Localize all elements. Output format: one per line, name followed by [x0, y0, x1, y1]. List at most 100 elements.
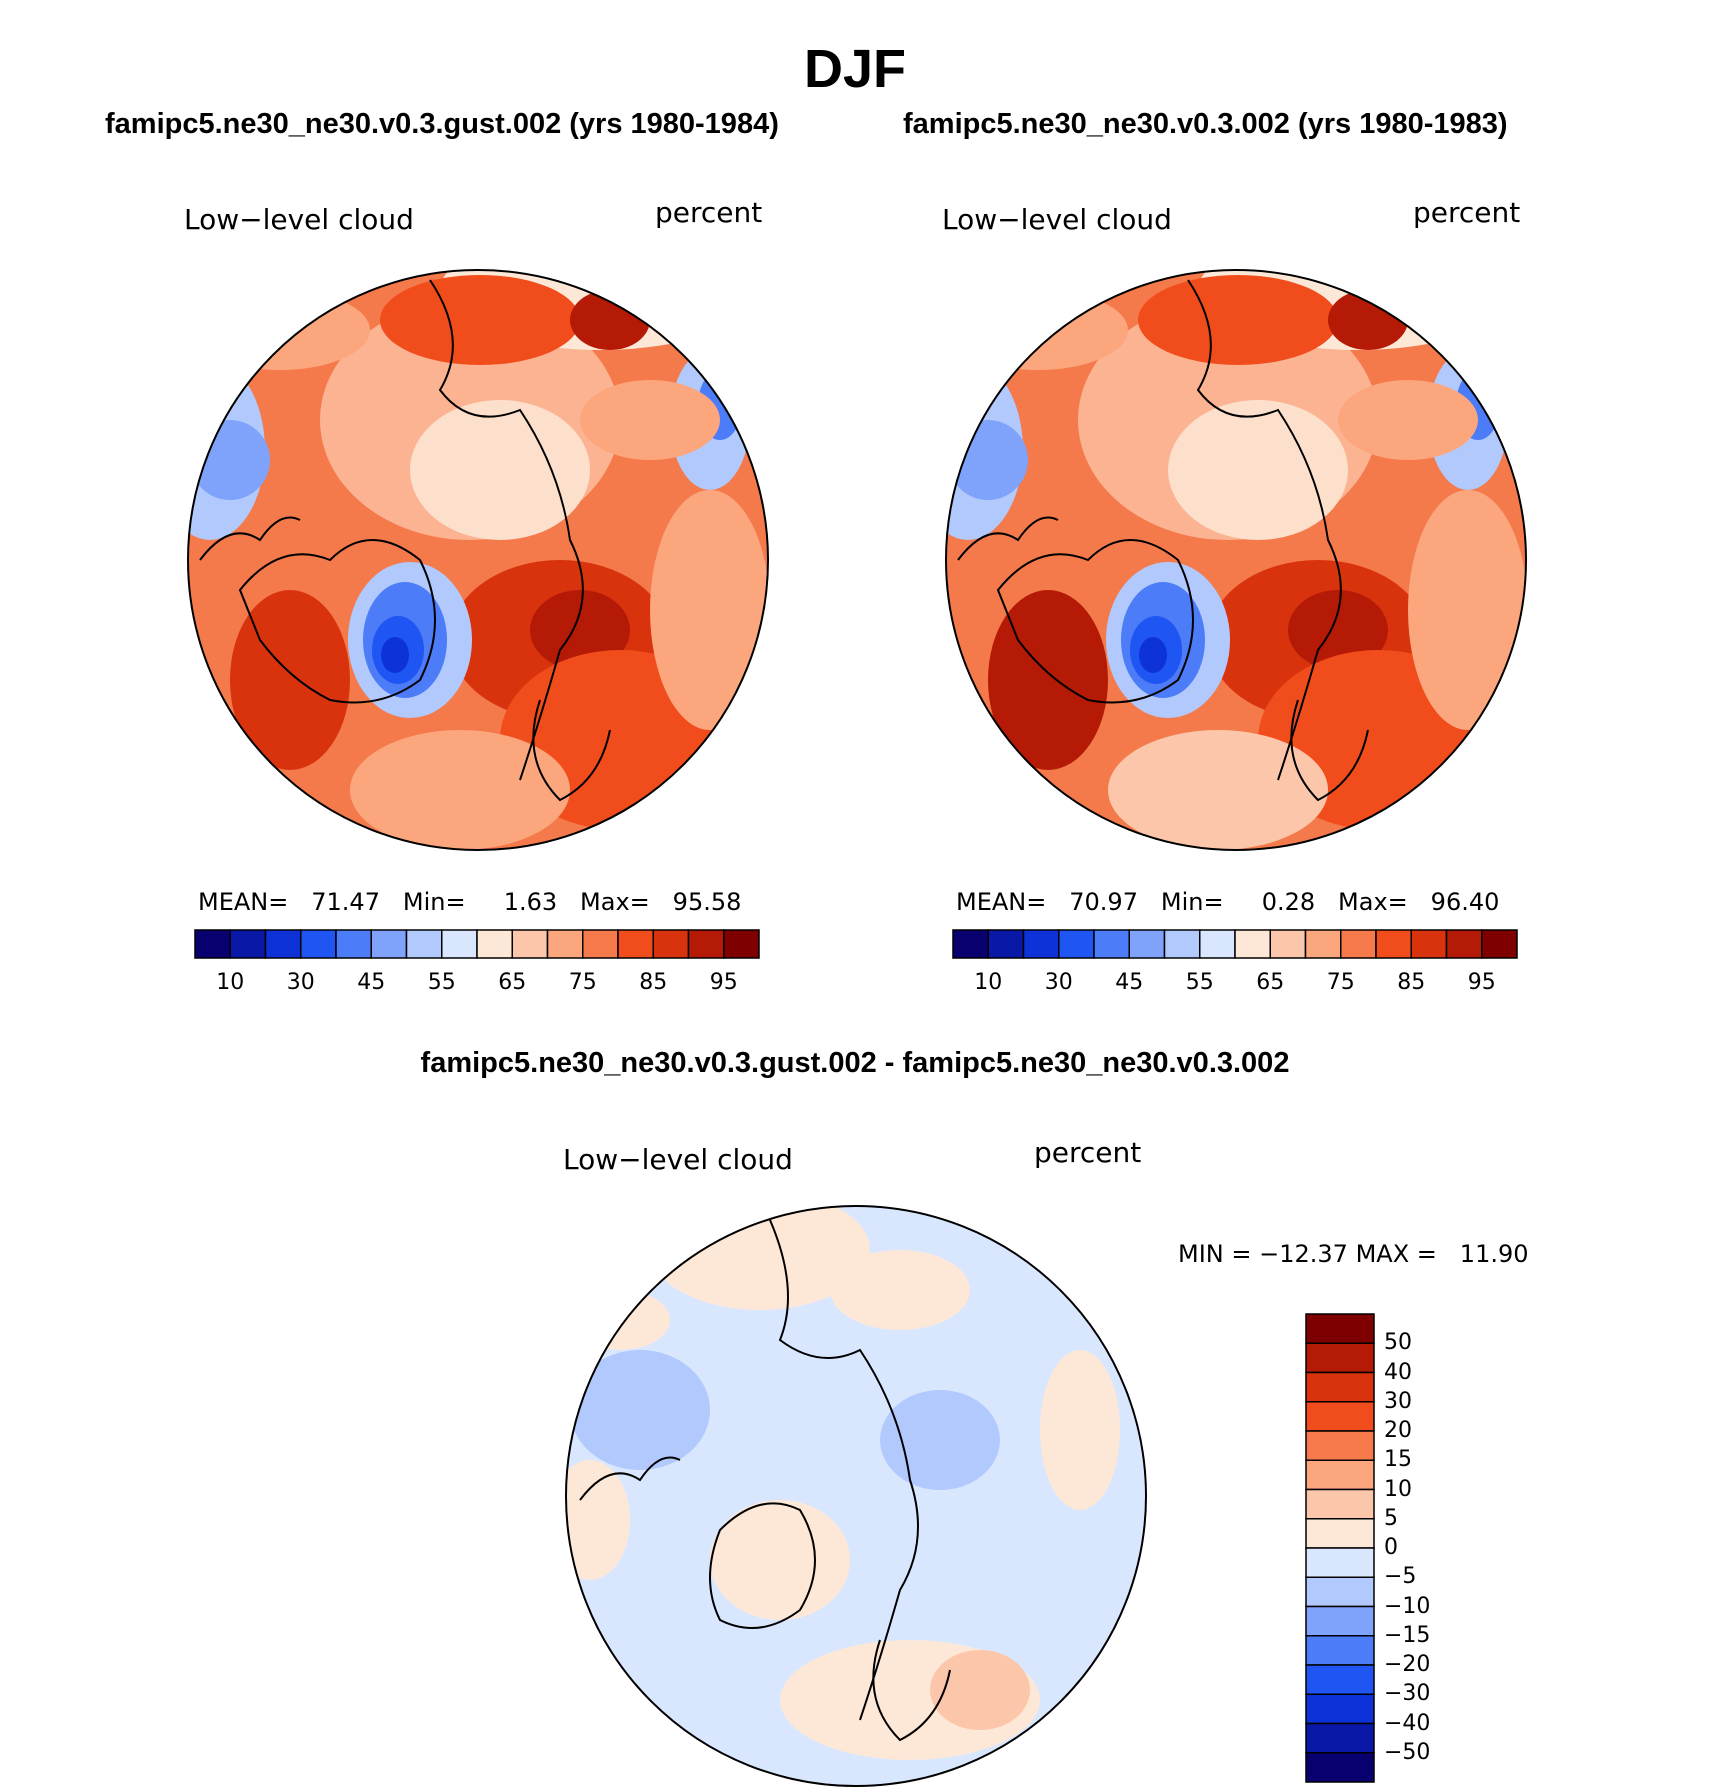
colorbar-difference-tick-label: −15 [1384, 1622, 1431, 1648]
colorbar-panel-2-tick-label: 10 [974, 970, 1003, 995]
colorbar-difference-tick-label: −50 [1384, 1739, 1431, 1765]
colorbar-difference-swatch [1305, 1430, 1375, 1461]
colorbar-difference-swatch [1305, 1313, 1375, 1344]
panel-2-units-label: percent [1413, 196, 1521, 229]
panel-2-case-title: famipc5.ne30_ne30.v0.3.002 (yrs 1980-198… [903, 108, 1508, 140]
colorbar-panel-2-swatch [1234, 929, 1271, 959]
colorbar-difference-tick-label: 0 [1384, 1535, 1398, 1560]
colorbar-panel-1-swatch [441, 929, 478, 959]
colorbar-panel-1-tick-label: 30 [286, 970, 315, 995]
colorbar-difference-ticks: 50 40 30 20 15 10 5 0 −5 −10 −15 −20 −30 −40 −50 [1384, 1314, 1464, 1782]
diff-stats: MIN = −12.37 MAX = 11.90 [1178, 1240, 1529, 1268]
diff-units-label: percent [1034, 1136, 1142, 1169]
colorbar-panel-1-ticks: 10 30 45 55 65 75 85 95 [195, 970, 759, 1000]
colorbar-difference-tick-label: 30 [1384, 1388, 1412, 1414]
colorbar-panel-1-swatch [546, 929, 584, 959]
colorbar-difference-swatch [1305, 1547, 1375, 1578]
colorbar-panel-1-swatch [300, 929, 337, 959]
colorbar-panel-1-tick-label: 95 [709, 970, 738, 995]
colorbar-panel-1-tick-label: 45 [357, 970, 386, 995]
colorbar-difference-swatch [1305, 1605, 1375, 1637]
colorbar-difference-tick-label: −5 [1384, 1564, 1417, 1590]
colorbar-panel-2-swatch [1093, 929, 1130, 959]
colorbar-difference-swatch [1305, 1459, 1375, 1491]
colorbar-difference [1305, 1313, 1375, 1783]
panel-1-min-label: Min= [402, 888, 466, 916]
panel-2-max-value: 96.40 [1430, 888, 1500, 916]
colorbar-panel-2-swatch [952, 929, 989, 959]
panel-2-variable-label: Low−level cloud [942, 203, 1172, 236]
panel-2-max-label: Max= [1338, 888, 1408, 916]
diff-panel-title: famipc5.ne30_ne30.v0.3.gust.002 - famipc… [420, 1047, 1290, 1079]
panel-2-min-value: 0.28 [1261, 888, 1316, 916]
diff-min-label: MIN = [1178, 1240, 1252, 1268]
colorbar-panel-2-swatch [1058, 929, 1095, 959]
panel-1-max-value: 95.58 [672, 888, 742, 916]
colorbar-difference-tick-label: −20 [1384, 1652, 1431, 1677]
panel-2-mean-label: MEAN= [956, 888, 1047, 916]
colorbar-panel-2-swatch [1163, 929, 1201, 959]
colorbar-panel-1-tick-label: 55 [427, 970, 456, 995]
colorbar-difference-swatch [1305, 1576, 1375, 1608]
colorbar-difference-swatch [1305, 1635, 1375, 1666]
colorbar-panel-2-tick-label: 75 [1326, 970, 1355, 995]
diff-max-value: 11.90 [1459, 1240, 1529, 1268]
panel-2-mean-value: 70.97 [1069, 888, 1138, 916]
colorbar-panel-2-swatch [1410, 929, 1448, 959]
colorbar-panel-2-swatch [1199, 929, 1236, 959]
panel-1-min-value: 1.63 [503, 888, 558, 916]
colorbar-panel-2-swatch [1481, 929, 1518, 959]
colorbar-difference-tick-label: −30 [1384, 1681, 1431, 1707]
colorbar-panel-1 [194, 929, 760, 959]
colorbar-difference-swatch [1305, 1401, 1375, 1432]
colorbar-panel-1-swatch [652, 929, 690, 959]
panel-1-units-label: percent [655, 196, 763, 229]
colorbar-panel-1-swatch [511, 929, 549, 959]
colorbar-difference-tick-label: 20 [1384, 1418, 1412, 1443]
diff-max-label: MAX = [1355, 1240, 1437, 1268]
colorbar-difference-swatch [1305, 1371, 1375, 1403]
colorbar-panel-1-tick-label: 75 [568, 970, 597, 995]
colorbar-panel-2-ticks: 10 30 45 55 65 75 85 95 [953, 970, 1517, 1000]
colorbar-panel-2-swatch [1128, 929, 1166, 959]
diff-min-value: −12.37 [1259, 1240, 1348, 1268]
colorbar-difference-tick-label: 15 [1384, 1447, 1412, 1473]
colorbar-difference-swatch [1305, 1752, 1375, 1783]
panel-2-min-label: Min= [1160, 888, 1224, 916]
colorbar-panel-2-tick-label: 30 [1044, 970, 1073, 995]
colorbar-panel-1-swatch [229, 929, 267, 959]
colorbar-panel-2-tick-label: 95 [1467, 970, 1496, 995]
colorbar-panel-2-swatch [1375, 929, 1412, 959]
colorbar-panel-1-swatch [723, 929, 760, 959]
colorbar-panel-1-swatch [617, 929, 654, 959]
colorbar-panel-1-tick-label: 10 [216, 970, 245, 995]
colorbar-difference-swatch [1305, 1342, 1375, 1374]
colorbar-panel-1-swatch [370, 929, 408, 959]
colorbar-difference-swatch [1305, 1488, 1375, 1520]
colorbar-panel-1-tick-label: 65 [498, 970, 527, 995]
colorbar-panel-1-tick-label: 85 [639, 970, 668, 995]
colorbar-difference-tick-label: 5 [1384, 1505, 1398, 1531]
panel-1-mean-value: 71.47 [311, 888, 380, 916]
colorbar-difference-tick-label: −10 [1384, 1593, 1431, 1619]
colorbar-panel-1-swatch [194, 929, 231, 959]
colorbar-difference-swatch [1305, 1722, 1375, 1754]
colorbar-panel-1-swatch [405, 929, 443, 959]
panel-1-case-title: famipc5.ne30_ne30.v0.3.gust.002 (yrs 198… [105, 108, 779, 140]
page-title: DJF [803, 39, 906, 99]
colorbar-panel-2 [952, 929, 1518, 959]
colorbar-panel-2-swatch [1304, 929, 1342, 959]
colorbar-difference-tick-label: 50 [1384, 1330, 1412, 1356]
colorbar-difference-swatch [1305, 1518, 1375, 1549]
colorbar-panel-2-tick-label: 85 [1397, 970, 1426, 995]
colorbar-panel-1-swatch [264, 929, 302, 959]
panel-1-stats: MEAN= 71.47 Min= 1.63 Max= 95.58 [198, 888, 741, 916]
colorbar-difference-tick-label: −40 [1384, 1710, 1431, 1736]
colorbar-panel-2-swatch [1269, 929, 1307, 959]
colorbar-panel-2-swatch [1022, 929, 1060, 959]
colorbar-panel-2-swatch [987, 929, 1025, 959]
panel-1-variable-label: Low−level cloud [184, 203, 414, 236]
